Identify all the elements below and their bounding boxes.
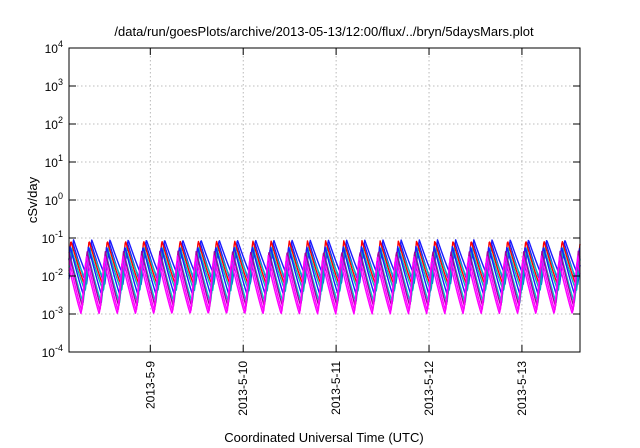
x-tick-label: 2013-5-13 xyxy=(515,361,529,416)
x-tick-label: 2013-5-9 xyxy=(143,361,157,409)
y-tick-labels: 104 103 102 101 100 10-1 10-2 10-3 10-4 xyxy=(42,39,63,360)
series-line xyxy=(68,260,581,315)
y-tick-label: 10-2 xyxy=(42,267,63,284)
grid-lines xyxy=(69,48,580,352)
x-tick-label: 2013-5-12 xyxy=(422,361,436,416)
y-tick-label: 10-3 xyxy=(42,305,63,322)
x-tick-label: 2013-5-11 xyxy=(329,361,343,415)
data-series xyxy=(68,239,581,315)
x-tick-label: 2013-5-10 xyxy=(236,361,250,416)
x-tick-labels: 2013-5-9 2013-5-10 2013-5-11 2013-5-12 2013-… xyxy=(143,361,529,416)
series-line xyxy=(68,248,581,292)
x-axis-label: Coordinated Universal Time (UTC) xyxy=(224,430,423,445)
y-tick-label: 103 xyxy=(45,77,63,94)
y-axis-label: cSv/day xyxy=(25,176,40,223)
y-tick-label: 10-1 xyxy=(42,229,63,246)
axis-ticks xyxy=(69,47,580,353)
y-tick-label: 100 xyxy=(45,191,63,208)
chart-title: /data/run/goesPlots/archive/2013-05-13/1… xyxy=(114,24,534,39)
y-tick-label: 101 xyxy=(45,153,63,170)
y-tick-label: 10-4 xyxy=(42,343,63,360)
series-line xyxy=(68,245,581,297)
series-line xyxy=(68,250,581,307)
y-tick-label: 102 xyxy=(45,115,63,132)
y-tick-label: 104 xyxy=(45,39,63,56)
